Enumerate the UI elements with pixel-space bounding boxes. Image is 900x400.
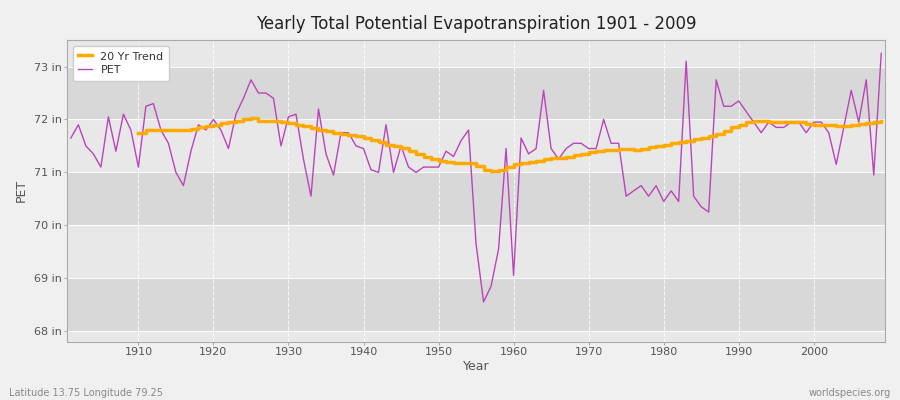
PET: [606, 141, 616, 146]
Bar: [68, 120, 885, 172]
Bar: [68, 66, 885, 120]
X-axis label: Year: Year: [463, 360, 490, 373]
20 Yr Trend: [246, 116, 256, 121]
Bar: [68, 172, 885, 225]
20 Yr Trend: [486, 169, 497, 174]
PET: [876, 51, 886, 56]
Text: worldspecies.org: worldspecies.org: [809, 388, 891, 398]
Y-axis label: PET: PET: [15, 179, 28, 202]
20 Yr Trend: [590, 149, 601, 154]
Legend: 20 Yr Trend, PET: 20 Yr Trend, PET: [73, 46, 169, 81]
Bar: [68, 225, 885, 278]
20 Yr Trend: [831, 124, 842, 128]
20 Yr Trend: [313, 128, 324, 132]
PET: [516, 136, 526, 140]
Title: Yearly Total Potential Evapotranspiration 1901 - 2009: Yearly Total Potential Evapotranspiratio…: [256, 15, 697, 33]
Bar: [68, 331, 885, 384]
Bar: [68, 14, 885, 66]
20 Yr Trend: [853, 121, 864, 126]
20 Yr Trend: [876, 118, 886, 123]
PET: [508, 273, 519, 278]
20 Yr Trend: [531, 158, 542, 163]
20 Yr Trend: [284, 121, 294, 126]
PET: [291, 112, 302, 116]
PET: [336, 130, 346, 135]
Line: PET: PET: [71, 53, 881, 302]
20 Yr Trend: [133, 130, 144, 135]
PET: [478, 300, 489, 304]
Bar: [68, 278, 885, 331]
Text: Latitude 13.75 Longitude 79.25: Latitude 13.75 Longitude 79.25: [9, 388, 163, 398]
PET: [66, 136, 77, 140]
Line: 20 Yr Trend: 20 Yr Trend: [139, 118, 881, 171]
PET: [125, 128, 136, 132]
